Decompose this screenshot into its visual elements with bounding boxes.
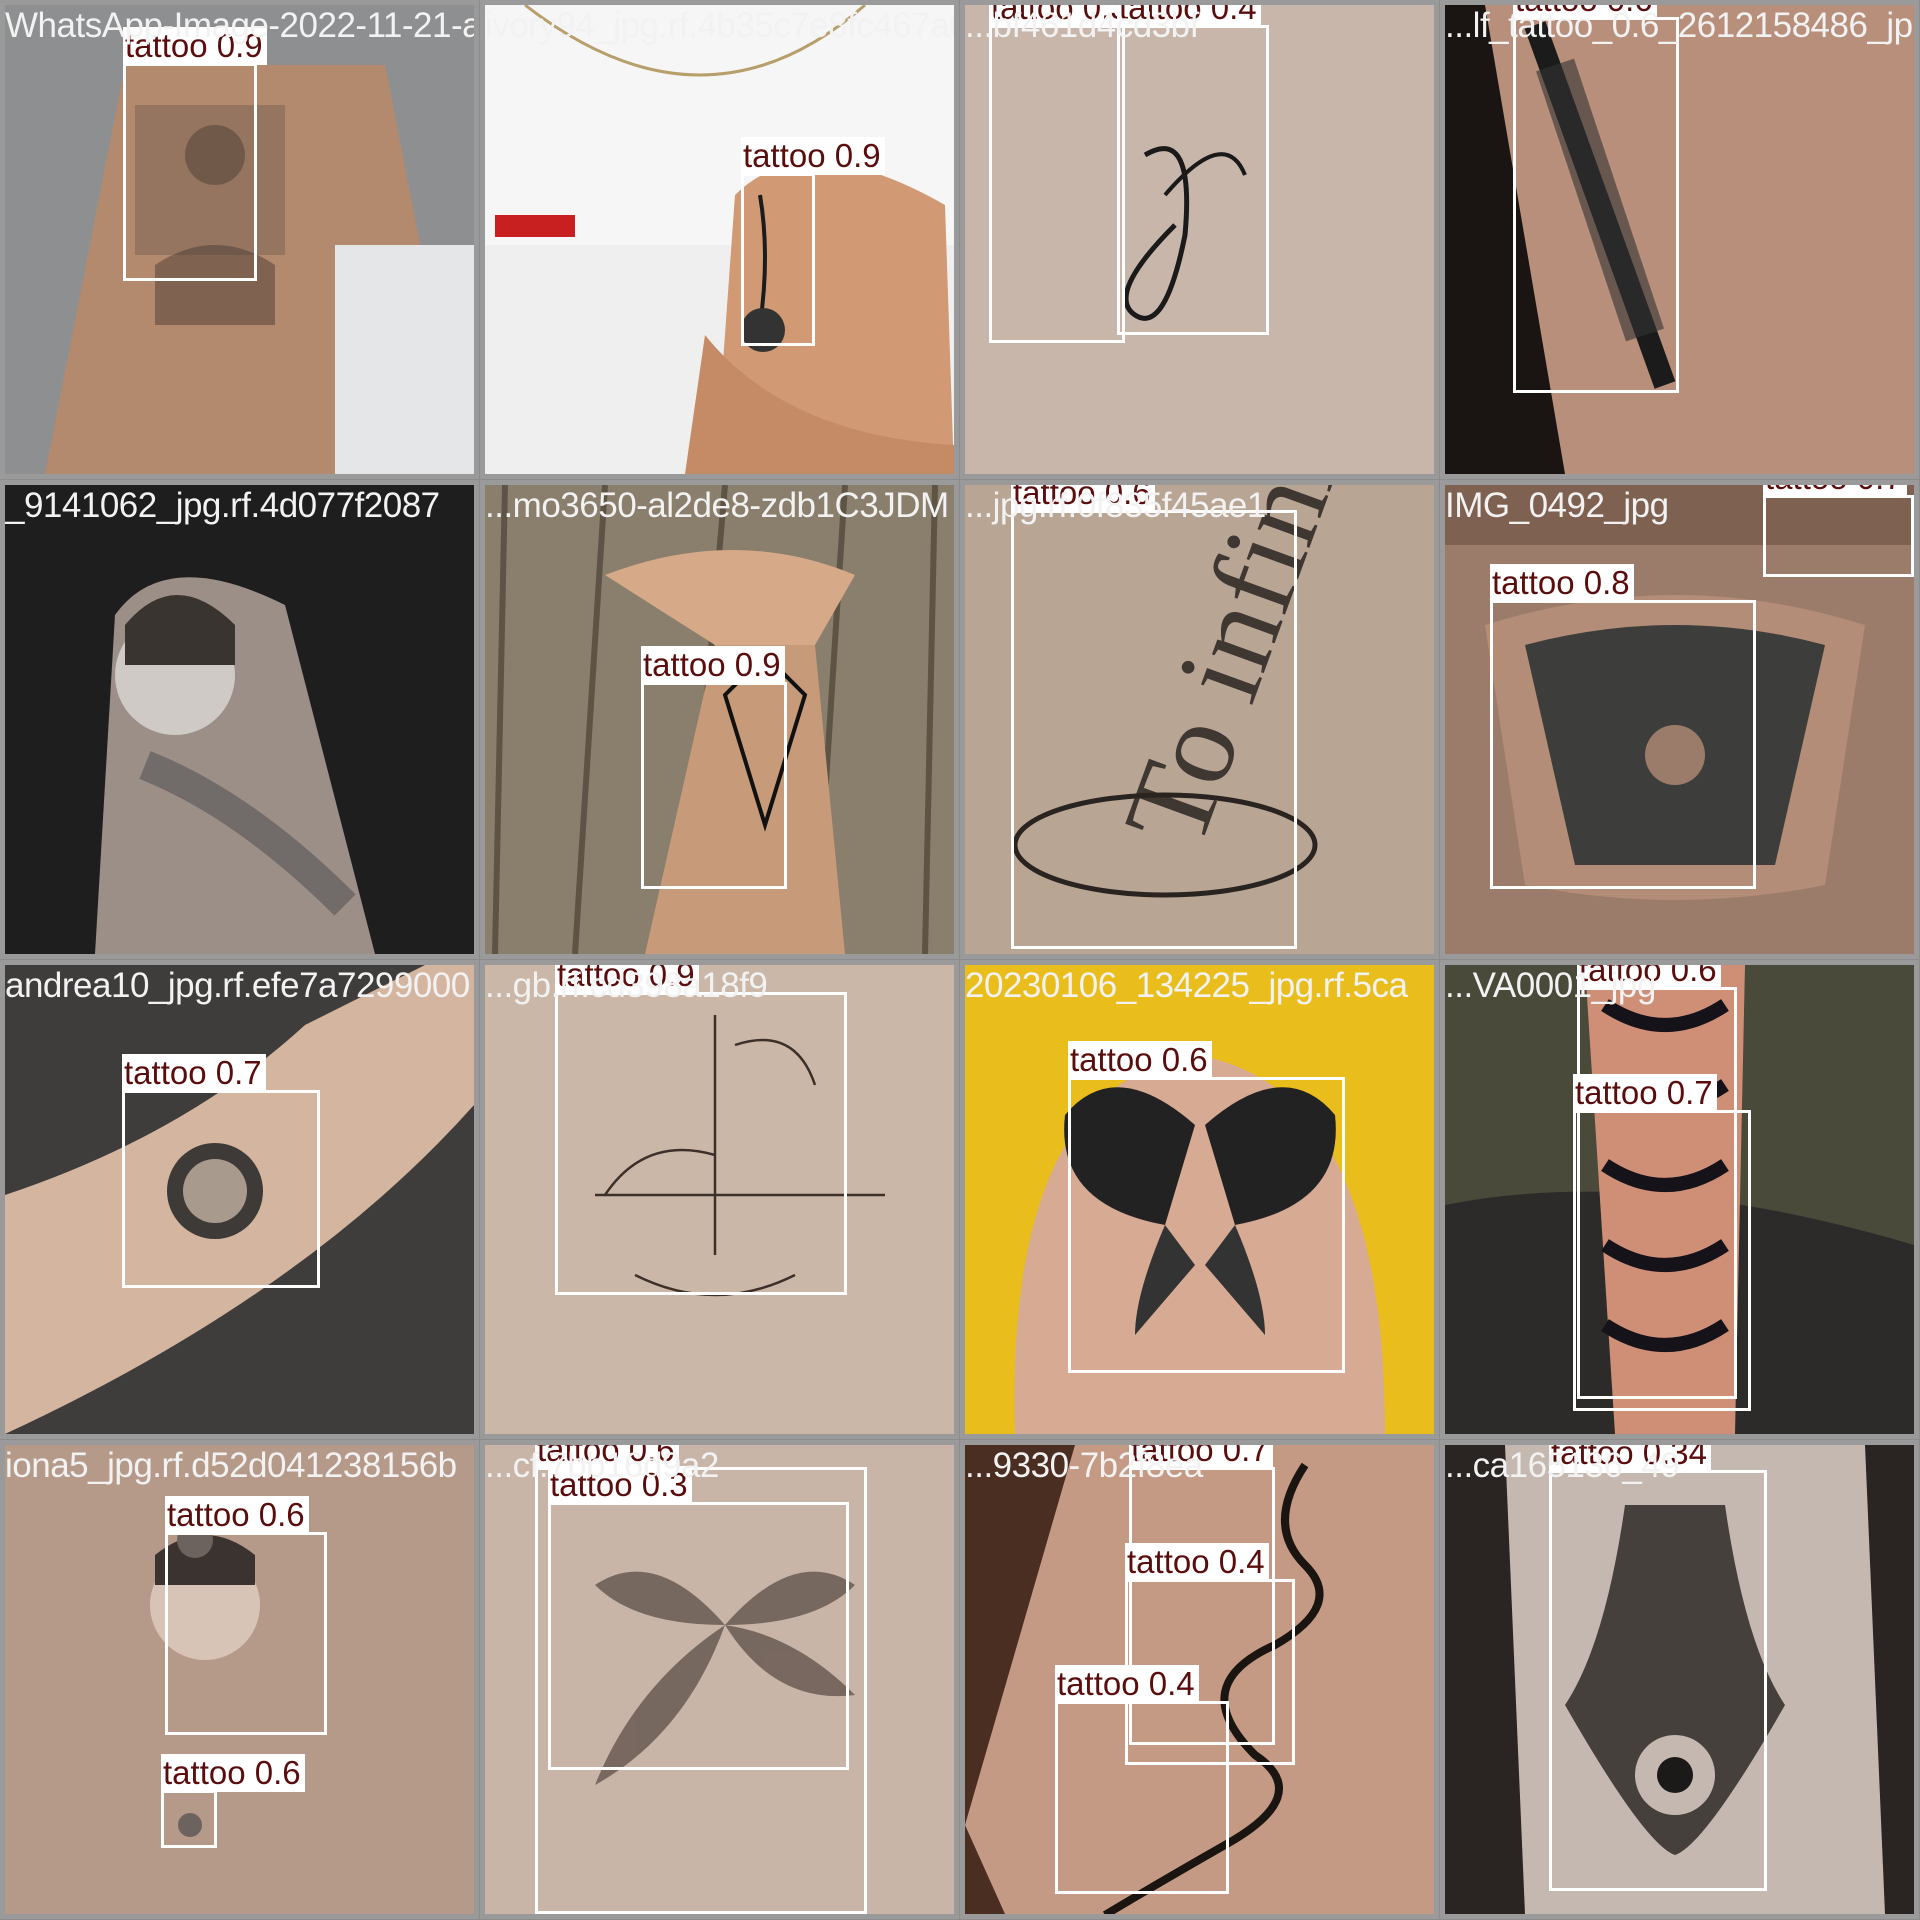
detection-label: tattoo 0.9 <box>741 137 885 175</box>
detection-label: tattoo 0.7 <box>122 1054 266 1092</box>
result-tile-16: ...ca165136_49 tattoo 0.34 <box>1440 1440 1919 1919</box>
detection-label: tattoo 0.34 <box>1549 1445 1711 1472</box>
detection-box: tattoo 0.6 <box>535 1445 867 1914</box>
result-tile-1: WhatsApp-Image-2022-11-21-at-14.08.44_jp… <box>0 0 479 479</box>
result-tile-12: ...VA0001_jpg tattoo 0.6 tattoo 0.7 <box>1440 960 1919 1439</box>
detection-box: tattoo 0.4 <box>1117 5 1269 335</box>
detection-label: tattoo 0.3 <box>989 5 1133 27</box>
detection-label: tattoo 0.9 <box>123 27 267 65</box>
detection-box: tattoo 0.6 <box>1513 5 1679 393</box>
detection-box: tattoo 0.6 <box>165 1496 327 1735</box>
detection-label: tattoo 0.7 <box>1573 1074 1717 1112</box>
tattoo-photo <box>965 5 1434 474</box>
detection-box: tattoo 0.3 <box>989 5 1133 343</box>
detection-box: tattoo 0.3 <box>548 1466 849 1770</box>
result-tile-11: 20230106_134225_jpg.rf.5ca tattoo 0.6 <box>960 960 1439 1439</box>
result-tile-7: To infinity ...jpg.rf.0f835f45ae1 tattoo 0… <box>960 480 1439 959</box>
detection-label: tattoo 0.9 <box>555 965 699 994</box>
result-tile-10: ...gb.rf.cd398a18f9 tattoo 0.9 <box>480 960 959 1439</box>
detection-label: tattoo 0.7 <box>1129 1445 1273 1469</box>
result-tile-9: andrea10_jpg.rf.efe7a7299000 tattoo 0.7 <box>0 960 479 1439</box>
detection-box: tattoo 0.9 <box>123 27 267 281</box>
detection-label: tattoo 0.7 <box>1763 485 1907 497</box>
tattoo-photo <box>5 965 474 1434</box>
detection-box: tattoo 0.6 <box>1011 485 1297 949</box>
tattoo-photo <box>485 5 954 474</box>
tattoo-photo <box>1445 485 1914 954</box>
detection-box: tattoo 0.6 <box>1577 965 1737 1399</box>
result-tile-6: ...mo3650-al2de8-zdb1C3JDM tattoo 0.9 <box>480 480 959 959</box>
detection-label: tattoo 0.4 <box>1117 5 1261 27</box>
detection-label: tattoo 0.8 <box>1490 564 1634 602</box>
detection-label: tattoo 0.6 <box>1577 965 1721 989</box>
detection-box: tattoo 0.7 <box>1763 485 1914 577</box>
tattoo-photo <box>1445 1445 1914 1914</box>
detection-box: tattoo 0.9 <box>741 137 885 346</box>
tattoo-photo: To infinity <box>965 485 1434 954</box>
detection-box: tattoo 0.9 <box>641 646 787 889</box>
tattoo-photo <box>1445 5 1914 474</box>
detection-box: tattoo 0.34 <box>1549 1445 1767 1891</box>
detection-box: tattoo 0.7 <box>1573 1074 1751 1411</box>
tattoo-photo <box>485 965 954 1434</box>
detection-box: tattoo 0.9 <box>555 965 847 1295</box>
detection-label: tattoo 0.6 <box>535 1445 679 1469</box>
detection-box: tattoo 0.4 <box>1055 1665 1229 1894</box>
detection-box: tattoo 0.6 <box>1068 1041 1345 1373</box>
detection-label: tattoo 0.4 <box>1125 1543 1269 1581</box>
detection-label: tattoo 0.6 <box>1011 485 1155 512</box>
detection-label: tattoo 0.9 <box>641 646 785 684</box>
detection-label: tattoo 0.3 <box>548 1466 692 1504</box>
result-tile-14: ...cf.7bb16d9a2 tattoo 0.6 tattoo 0.3 <box>480 1440 959 1919</box>
tattoo-photo <box>965 965 1434 1434</box>
detection-label: tattoo 0.6 <box>161 1754 305 1792</box>
result-tile-15: ...9330-7b2f8ea tattoo 0.7 tattoo 0.4 tatto… <box>960 1440 1439 1919</box>
detection-box: tattoo 0.7 <box>122 1054 320 1288</box>
result-tile-5: _9141062_jpg.rf.4d077f2087 <box>0 480 479 959</box>
result-tile-13: iona5_jpg.rf.d52d041238156b tattoo 0.6 tat… <box>0 1440 479 1919</box>
detection-box: tattoo 0.6 <box>161 1754 305 1848</box>
tattoo-photo <box>485 485 954 954</box>
detection-label: tattoo 0.4 <box>1055 1665 1199 1703</box>
detection-label: tattoo 0.6 <box>1068 1041 1212 1079</box>
detection-label: tattoo 0.6 <box>165 1496 309 1534</box>
result-tile-2: ivory94_jpg.rf.4b35c7e8fc467a0f tattoo 0.… <box>480 0 959 479</box>
detection-box: tattoo 0.7 <box>1129 1445 1275 1745</box>
tattoo-photo <box>485 1445 954 1914</box>
tattoo-photo <box>965 1445 1434 1914</box>
detection-label: tattoo 0.6 <box>1513 5 1657 19</box>
detection-box: tattoo 0.8 <box>1490 564 1756 889</box>
tattoo-photo <box>5 485 474 954</box>
result-tile-3: ...bf461d4cd3bf tattoo 0.3 tattoo 0.4 <box>960 0 1439 479</box>
